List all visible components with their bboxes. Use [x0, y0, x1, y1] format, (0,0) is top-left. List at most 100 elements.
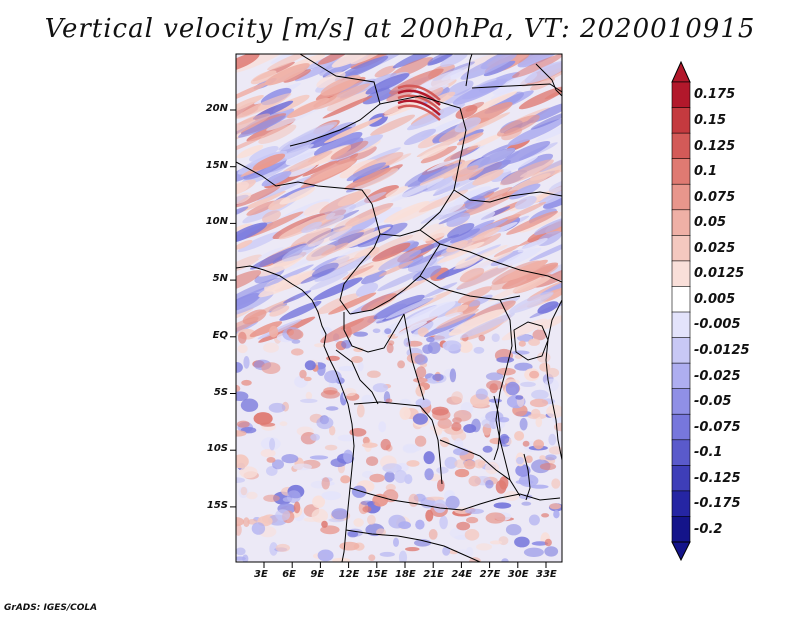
field-patch — [236, 362, 243, 373]
field-patch — [545, 454, 557, 461]
field-patch — [311, 262, 339, 278]
field-patch — [458, 340, 473, 353]
border-17 — [345, 529, 481, 562]
field-patch — [374, 65, 396, 78]
field-patch — [533, 439, 544, 450]
field-patch — [466, 516, 479, 524]
field-patch — [252, 153, 286, 171]
field-patch — [249, 321, 283, 338]
map-frame — [235, 53, 563, 563]
colorbar-band — [671, 183, 691, 211]
field-patch — [548, 180, 562, 193]
lon-label: 9E — [310, 569, 325, 580]
field-patch — [385, 483, 396, 492]
field-patch — [238, 331, 247, 344]
field-patch — [276, 274, 300, 286]
lon-label: 3E — [254, 569, 268, 580]
field-patch — [476, 543, 492, 551]
field-patch — [288, 329, 304, 340]
field-patch — [362, 442, 378, 448]
field-patch — [531, 389, 549, 400]
field-patch — [269, 542, 278, 556]
field-patch — [251, 522, 266, 535]
field-patch — [367, 370, 381, 378]
field-patch — [489, 383, 499, 394]
border-20 — [495, 419, 511, 481]
field-patch — [532, 329, 547, 341]
field-patch — [514, 362, 533, 371]
field-patch — [446, 212, 471, 227]
colorbar-band — [671, 439, 691, 466]
field-patch — [517, 54, 562, 68]
field-patch — [354, 168, 399, 190]
lat-label: 5S — [213, 386, 228, 398]
field-patch — [236, 384, 241, 393]
field-patch — [316, 71, 346, 88]
border-16 — [349, 487, 463, 511]
colorbar-label: -0.2 — [694, 521, 723, 537]
field-patch — [451, 422, 462, 432]
field-patch — [378, 260, 414, 277]
field-patch — [236, 101, 261, 118]
field-patch — [269, 305, 290, 317]
field-patch — [515, 276, 552, 293]
lon-label: 33E — [536, 569, 557, 580]
field-patch — [344, 167, 393, 190]
field-patch — [465, 101, 485, 112]
field-patch — [422, 282, 458, 299]
field-patch — [401, 301, 456, 328]
field-patch — [361, 270, 387, 285]
field-patch — [236, 135, 265, 155]
field-patch — [314, 255, 371, 282]
field-patch — [321, 491, 342, 501]
field-patch — [346, 162, 386, 182]
field-patch — [365, 73, 410, 95]
field-patch — [488, 277, 542, 302]
field-patch — [353, 347, 364, 353]
field-patch — [306, 161, 355, 184]
lon-label: 15E — [366, 569, 388, 580]
field-patch — [386, 343, 394, 354]
lat-label: 10S — [206, 443, 228, 455]
lon-label: 12E — [338, 569, 360, 580]
field-patch — [337, 434, 358, 442]
field-patch — [312, 495, 326, 509]
field-patch — [236, 80, 272, 103]
border-5 — [465, 54, 473, 87]
field-patch — [445, 495, 460, 510]
field-patch — [515, 464, 531, 477]
field-patch — [257, 318, 303, 340]
field-patch — [236, 454, 249, 469]
field-patch — [511, 350, 530, 355]
field-patch — [481, 143, 512, 158]
field-patch — [405, 547, 420, 552]
field-patch — [237, 344, 248, 354]
field-patch — [549, 503, 562, 510]
field-patch — [236, 113, 271, 140]
field-patch — [279, 300, 322, 321]
field-patch — [528, 338, 540, 346]
field-patch — [334, 56, 389, 82]
field-patch — [454, 459, 468, 469]
field-patch — [433, 499, 447, 513]
field-patch — [286, 97, 330, 119]
field-patch — [431, 406, 449, 416]
field-patch — [508, 118, 562, 146]
field-patch — [485, 479, 494, 489]
field-patch — [535, 416, 543, 428]
field-patch — [502, 262, 559, 290]
field-patch — [514, 431, 525, 441]
field-patch — [463, 424, 477, 433]
field-patch — [460, 189, 519, 218]
colorbar-label: 0.025 — [694, 240, 736, 256]
field-patch — [457, 286, 492, 304]
field-patch — [236, 94, 264, 114]
field-patch — [493, 502, 512, 509]
lat-label: 10N — [205, 216, 228, 228]
field-patch — [496, 367, 516, 376]
field-patch — [321, 242, 349, 256]
field-patch — [351, 356, 363, 363]
field-patch — [372, 242, 411, 262]
border-10 — [419, 275, 521, 301]
field-patch — [415, 398, 431, 408]
